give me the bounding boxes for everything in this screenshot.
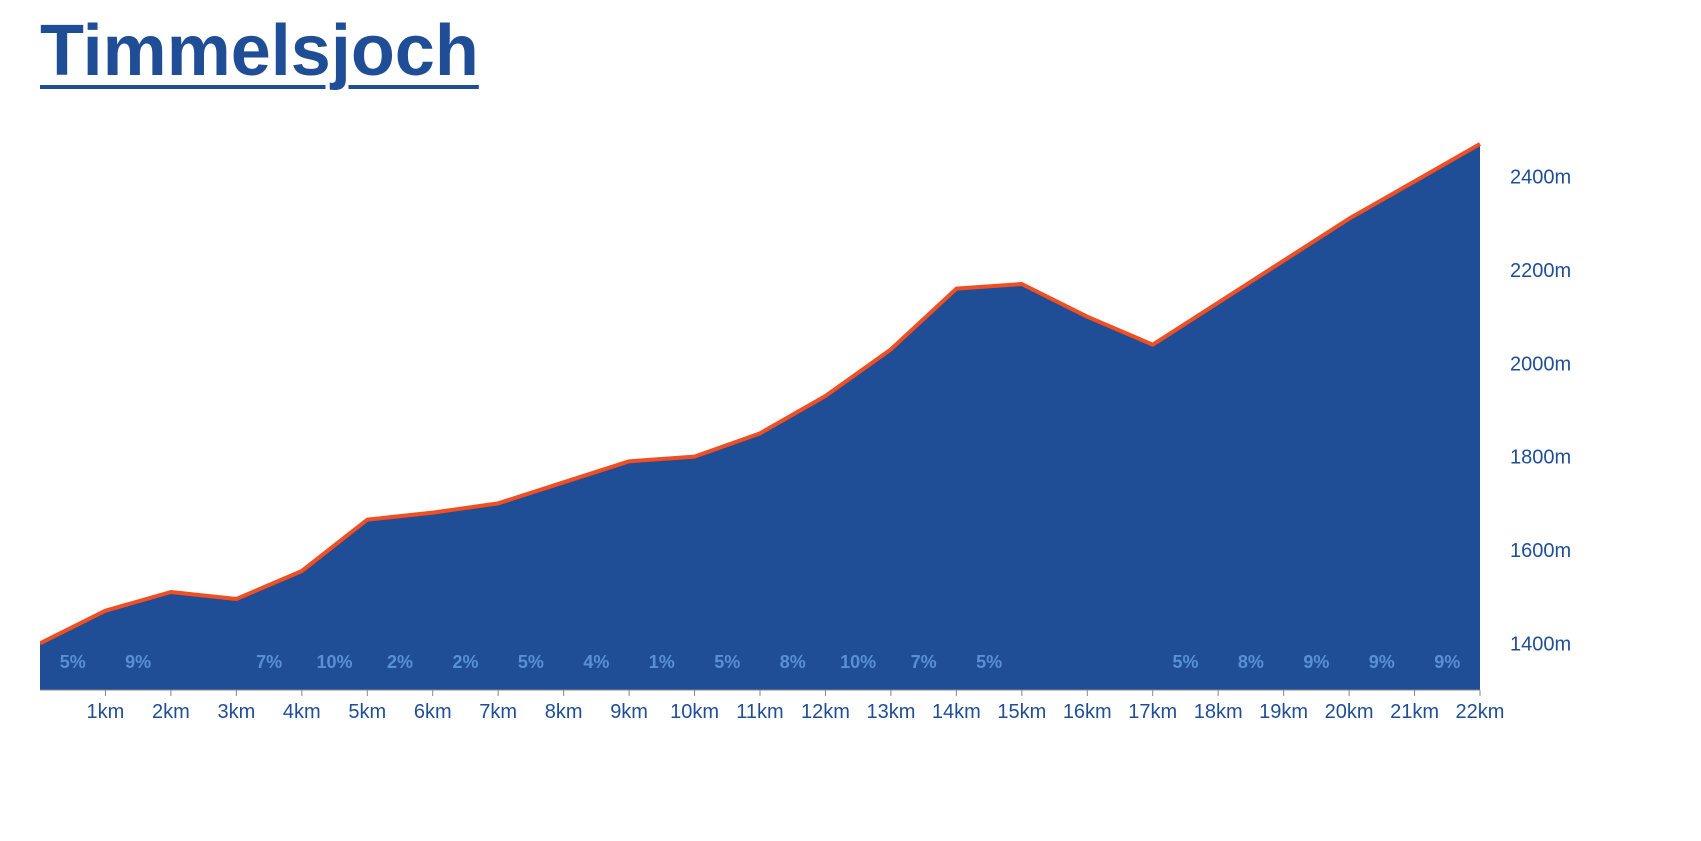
gradient-label: 5% bbox=[1172, 652, 1198, 672]
x-tick-label: 9km bbox=[610, 701, 648, 723]
gradient-label: 1% bbox=[649, 652, 675, 672]
elevation-chart-svg: 1km 2km 3km 4km 5km 6km 7km 8km 9km 10km 11km 12km 1… bbox=[40, 130, 1660, 830]
x-tick-label: 12km bbox=[801, 701, 850, 723]
x-tick-label: 13km bbox=[866, 701, 915, 723]
elevation-chart: 1km 2km 3km 4km 5km 6km 7km 8km 9km 10km 11km 12km 1… bbox=[40, 130, 1660, 830]
gradient-label: 5% bbox=[60, 652, 86, 672]
x-tick-label: 4km bbox=[283, 701, 321, 723]
y-tick-label: 2000m bbox=[1510, 353, 1571, 375]
x-tick-label: 7km bbox=[479, 701, 517, 723]
x-tick-label: 22km bbox=[1456, 701, 1505, 723]
x-tick-label: 21km bbox=[1390, 701, 1439, 723]
gradient-label: 8% bbox=[780, 652, 806, 672]
gradient-label: 2% bbox=[452, 652, 478, 672]
x-tick-label: 19km bbox=[1259, 701, 1308, 723]
x-tick-label: 2km bbox=[152, 701, 190, 723]
gradient-label: 9% bbox=[1303, 652, 1329, 672]
gradient-label: 7% bbox=[911, 652, 937, 672]
x-tick-label: 8km bbox=[545, 701, 583, 723]
y-tick-label: 2400m bbox=[1510, 167, 1571, 189]
x-tick-label: 6km bbox=[414, 701, 452, 723]
y-tick-label: 1400m bbox=[1510, 633, 1571, 655]
x-tick-label: 10km bbox=[670, 701, 719, 723]
gradient-label: 8% bbox=[1238, 652, 1264, 672]
x-tick-label: 11km bbox=[736, 701, 783, 723]
x-tick-label: 15km bbox=[997, 701, 1046, 723]
gradient-label: 9% bbox=[1369, 652, 1395, 672]
gradient-label: 9% bbox=[125, 652, 151, 672]
y-tick-label: 2200m bbox=[1510, 260, 1571, 282]
x-tick-label: 18km bbox=[1194, 701, 1243, 723]
x-tick-label: 17km bbox=[1128, 701, 1177, 723]
x-tick-label: 5km bbox=[348, 701, 386, 723]
gradient-label: 5% bbox=[714, 652, 740, 672]
y-tick-label: 1800m bbox=[1510, 447, 1571, 469]
y-tick-label: 1600m bbox=[1510, 540, 1571, 562]
gradient-label: 10% bbox=[317, 652, 353, 672]
gradient-label: 10% bbox=[840, 652, 876, 672]
gradient-label: 7% bbox=[256, 652, 282, 672]
x-tick-label: 14km bbox=[932, 701, 981, 723]
elevation-area bbox=[40, 144, 1480, 690]
x-tick-label: 16km bbox=[1063, 701, 1112, 723]
gradient-label: 5% bbox=[976, 652, 1002, 672]
gradient-label: 5% bbox=[518, 652, 544, 672]
page-title: Timmelsjoch bbox=[40, 10, 479, 92]
x-tick-label: 3km bbox=[217, 701, 255, 723]
gradient-label: 2% bbox=[387, 652, 413, 672]
gradient-label: 4% bbox=[583, 652, 609, 672]
x-tick-label: 20km bbox=[1325, 701, 1374, 723]
gradient-label: 9% bbox=[1434, 652, 1460, 672]
x-tick-label: 1km bbox=[87, 701, 125, 723]
